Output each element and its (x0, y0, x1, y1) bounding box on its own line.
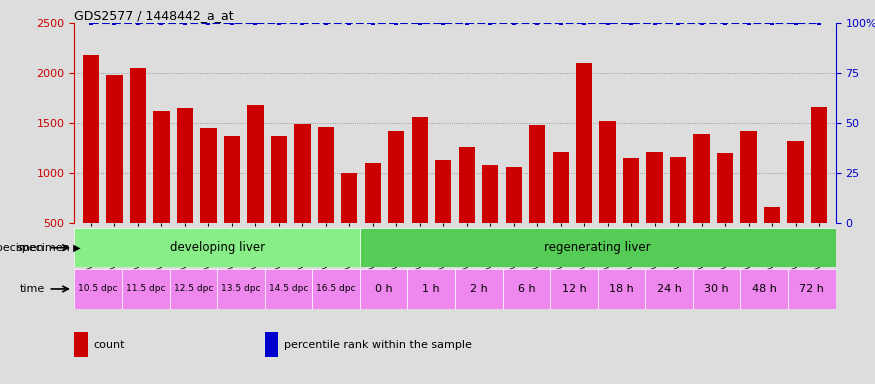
Text: 30 h: 30 h (704, 284, 729, 294)
Bar (811, 107, 828, 223)
Bar (599, 121, 616, 223)
Text: 16.5 dpc: 16.5 dpc (316, 285, 356, 293)
Bar (294, 124, 311, 223)
Bar (270, 136, 287, 223)
Bar (74, 269, 122, 309)
Bar (318, 127, 334, 223)
Bar (74, 332, 88, 357)
Text: 10.5 dpc: 10.5 dpc (79, 285, 118, 293)
Bar (788, 269, 836, 309)
Bar (764, 207, 780, 223)
Bar (74, 228, 360, 267)
Text: GDS2577 / 1448442_a_at: GDS2577 / 1448442_a_at (74, 9, 234, 22)
Bar (312, 269, 360, 309)
Text: 2 h: 2 h (470, 284, 487, 294)
Bar (740, 269, 788, 309)
Bar (693, 269, 740, 309)
Text: developing liver: developing liver (170, 241, 264, 254)
Text: count: count (94, 339, 125, 350)
Bar (247, 105, 263, 223)
Text: 24 h: 24 h (656, 284, 682, 294)
Text: 0 h: 0 h (374, 284, 393, 294)
Bar (130, 68, 146, 223)
Bar (153, 111, 170, 223)
Bar (106, 75, 123, 223)
Bar (646, 269, 693, 309)
Bar (455, 269, 502, 309)
Bar (224, 136, 240, 223)
Bar (670, 157, 686, 223)
Text: 11.5 dpc: 11.5 dpc (126, 285, 165, 293)
Bar (647, 152, 663, 223)
Bar (550, 269, 598, 309)
Text: 6 h: 6 h (517, 284, 536, 294)
Bar (365, 163, 381, 223)
Bar (694, 134, 710, 223)
Bar (506, 167, 522, 223)
Bar (265, 332, 278, 357)
Text: percentile rank within the sample: percentile rank within the sample (284, 339, 472, 350)
Text: 1 h: 1 h (423, 284, 440, 294)
Bar (411, 117, 428, 223)
Bar (360, 228, 836, 267)
Bar (435, 160, 452, 223)
Text: 72 h: 72 h (800, 284, 824, 294)
Text: specimen: specimen (0, 243, 45, 253)
Bar (717, 153, 733, 223)
Bar (598, 269, 646, 309)
Text: 12.5 dpc: 12.5 dpc (173, 285, 213, 293)
Text: 48 h: 48 h (752, 284, 777, 294)
Bar (552, 152, 569, 223)
Bar (482, 165, 499, 223)
Bar (200, 128, 216, 223)
Bar (177, 108, 193, 223)
Bar (502, 269, 550, 309)
Text: regenerating liver: regenerating liver (544, 241, 651, 254)
Bar (170, 269, 217, 309)
Bar (408, 269, 455, 309)
Bar (82, 55, 99, 223)
Bar (576, 63, 592, 223)
Bar (458, 147, 475, 223)
Bar (360, 269, 408, 309)
Bar (341, 173, 358, 223)
Text: 14.5 dpc: 14.5 dpc (269, 285, 308, 293)
Text: time: time (19, 284, 45, 294)
Bar (122, 269, 170, 309)
Bar (265, 269, 312, 309)
Text: specimen: specimen (17, 243, 70, 253)
Bar (623, 158, 640, 223)
Text: 12 h: 12 h (562, 284, 586, 294)
Bar (217, 269, 265, 309)
Bar (388, 131, 404, 223)
Bar (788, 141, 804, 223)
Text: 18 h: 18 h (609, 284, 634, 294)
Text: 13.5 dpc: 13.5 dpc (221, 285, 261, 293)
Text: ▶: ▶ (70, 243, 80, 253)
Bar (529, 125, 545, 223)
Bar (740, 131, 757, 223)
